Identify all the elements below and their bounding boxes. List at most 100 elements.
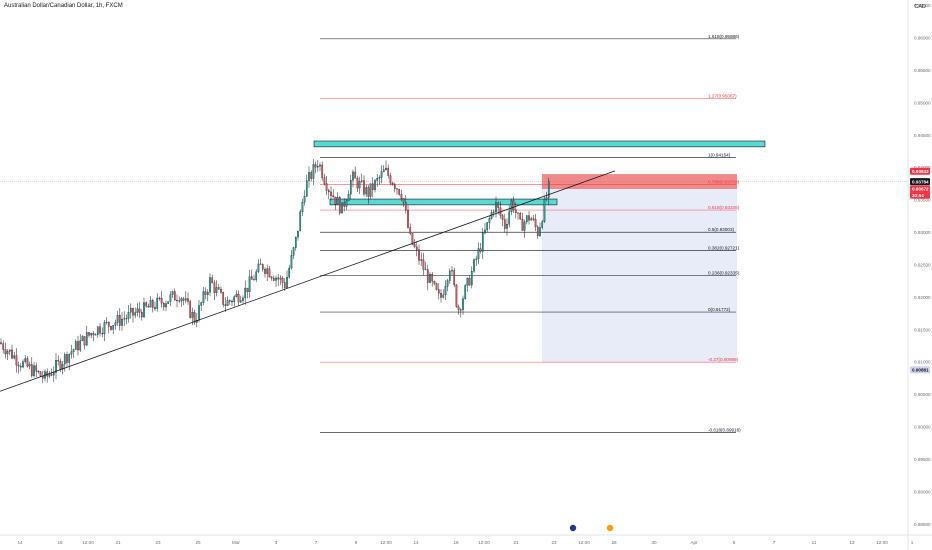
candle-body bbox=[4, 349, 7, 355]
candle-body bbox=[11, 349, 13, 359]
candle-body bbox=[121, 318, 123, 326]
candle-body bbox=[136, 308, 139, 313]
candle-body bbox=[15, 355, 18, 366]
price-axis[interactable]: 0.96500 0.96000 0.95500 0.95000 0.94500 0.940… bbox=[907, 0, 931, 550]
candle-body bbox=[272, 277, 275, 281]
candle-body bbox=[8, 349, 11, 352]
candle-body bbox=[182, 298, 185, 301]
candle-body bbox=[543, 199, 546, 222]
event-markers[interactable] bbox=[569, 524, 614, 532]
candle-body bbox=[165, 303, 167, 308]
candle-body bbox=[347, 194, 350, 202]
candle-body bbox=[226, 300, 229, 306]
x-tick-label: 9 bbox=[355, 540, 358, 545]
fib-extension-levels[interactable]: 1.618(0.95986) 1.27(0.95067) 1(0.94154) 0.7… bbox=[320, 34, 741, 433]
x-tick-label: 5 bbox=[733, 540, 736, 545]
candle-body bbox=[283, 282, 286, 288]
candle-body bbox=[528, 215, 530, 221]
candle-body bbox=[277, 277, 280, 280]
candle-body bbox=[138, 308, 141, 313]
candle-body bbox=[231, 301, 233, 303]
candle-body bbox=[308, 172, 310, 181]
candle-body bbox=[413, 244, 416, 248]
candle-body bbox=[206, 291, 209, 295]
x-tick-label: 7 bbox=[315, 540, 318, 545]
trendline-tool[interactable] bbox=[0, 170, 616, 392]
candle-body bbox=[279, 277, 282, 280]
candle-body bbox=[512, 200, 515, 211]
candle-body bbox=[477, 248, 480, 260]
short-position-tool[interactable] bbox=[542, 174, 737, 363]
sr-zones[interactable] bbox=[313, 140, 766, 206]
last-price-tag: 0.93784 bbox=[912, 179, 929, 184]
y-tick-label: 0.94500 bbox=[914, 133, 931, 138]
economic-event-icon[interactable] bbox=[569, 524, 577, 532]
candle-body bbox=[462, 298, 464, 310]
candle-body bbox=[79, 340, 82, 351]
candle-body bbox=[193, 312, 196, 323]
candle-body bbox=[288, 267, 291, 278]
x-tick-label: 12:00 bbox=[478, 540, 490, 545]
candle-body bbox=[385, 167, 387, 170]
candle-body bbox=[250, 276, 253, 280]
candle-body bbox=[448, 270, 451, 281]
candle-body bbox=[88, 332, 90, 336]
upper-resistance-zone[interactable] bbox=[313, 140, 766, 148]
economic-event-icon[interactable] bbox=[606, 524, 614, 532]
symbol-title: Australian Dollar/Canadian Dollar, 1h, F… bbox=[4, 3, 123, 9]
candle-body bbox=[332, 195, 335, 198]
candle-body bbox=[143, 302, 145, 318]
ascending-trendline[interactable] bbox=[0, 170, 616, 392]
y-tick-label: 0.93500 bbox=[914, 198, 931, 203]
candle-body bbox=[215, 287, 218, 293]
candle-body bbox=[506, 224, 508, 229]
candle-body bbox=[220, 289, 222, 293]
x-tick-label: 13 bbox=[849, 540, 855, 545]
candle-body bbox=[99, 326, 101, 334]
x-tick-label: 21 bbox=[513, 540, 519, 545]
x-tick-label: Apr bbox=[690, 540, 698, 545]
candle-body bbox=[154, 307, 156, 309]
candle-body bbox=[184, 298, 187, 301]
x-tick-label: 16 bbox=[453, 540, 459, 545]
countdown-tag-bg bbox=[910, 191, 930, 199]
candle-body bbox=[396, 188, 398, 190]
mid-support-zone[interactable] bbox=[329, 198, 558, 206]
candle-body bbox=[55, 360, 57, 373]
short-stop-zone[interactable] bbox=[542, 174, 737, 189]
alert-price-tag-bg bbox=[910, 167, 930, 175]
candle-body bbox=[259, 263, 262, 265]
candle-body bbox=[367, 187, 370, 197]
candle-body bbox=[294, 236, 297, 248]
x-tick-label: 12:00 bbox=[876, 540, 888, 545]
candle-body bbox=[244, 287, 247, 299]
candle-body bbox=[156, 297, 159, 309]
candle-body bbox=[297, 230, 299, 238]
candle-body bbox=[63, 354, 66, 365]
fib-level-label: 0.236(0.92335) bbox=[708, 271, 740, 276]
x-tick-label: 25 bbox=[195, 540, 201, 545]
candle-body bbox=[48, 374, 51, 377]
candle-body bbox=[336, 197, 339, 205]
candle-body bbox=[303, 196, 306, 203]
candle-body bbox=[248, 276, 251, 293]
candle-body bbox=[371, 183, 374, 190]
x-tick-label: 12:00 bbox=[380, 540, 392, 545]
candle-body bbox=[345, 200, 348, 207]
candle-body bbox=[35, 365, 38, 372]
candle-body bbox=[180, 298, 183, 302]
candle-body bbox=[380, 171, 383, 178]
candle-body bbox=[101, 333, 104, 335]
candle-body bbox=[369, 183, 372, 197]
candle-body bbox=[158, 297, 161, 299]
time-axis[interactable]: 14 16 12:00 21 23 25 Mar 3 7 9 12:00 14 16 12:00 21 23 1… bbox=[0, 534, 932, 545]
candle-body bbox=[13, 355, 16, 359]
candle-body bbox=[0, 342, 2, 344]
candle-body bbox=[204, 291, 207, 295]
candle-body bbox=[411, 233, 414, 245]
candle-body bbox=[440, 293, 442, 298]
candle-body bbox=[521, 218, 524, 231]
candle-body bbox=[316, 166, 319, 168]
